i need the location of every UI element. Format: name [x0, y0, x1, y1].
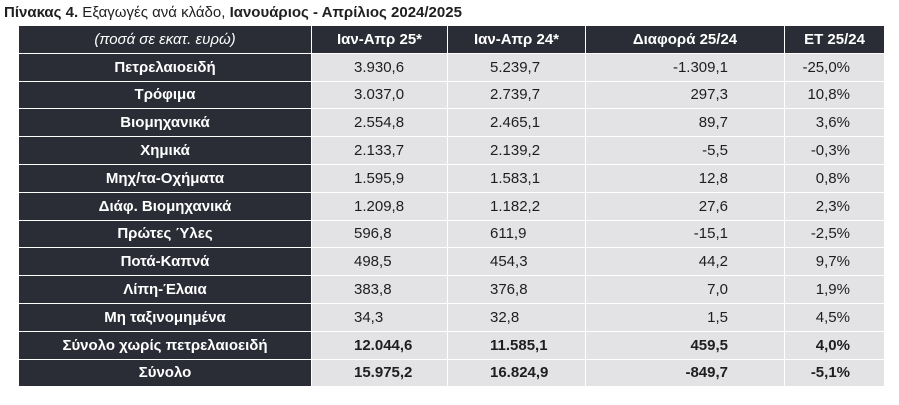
- header-change: ΕΤ 25/24: [784, 25, 885, 54]
- difference-cell: 7,0: [585, 275, 785, 304]
- change-cell: 1,9%: [784, 275, 885, 304]
- jan-apr-25-cell: 34,3: [311, 302, 448, 332]
- change-cell: 3,6%: [784, 108, 885, 138]
- difference-cell: 459,5: [585, 330, 785, 360]
- jan-apr-25-cell: 3.037,0: [311, 80, 448, 110]
- table-row: Πετρελαιοειδή 3.930,6 5.239,7 -1.309,1 -…: [18, 52, 885, 82]
- table-row: Πρώτες Ύλες 596,8 611,9 -15,1 -2,5%: [18, 219, 885, 249]
- jan-apr-24-cell: 2.739,7: [447, 80, 586, 110]
- table-row: Βιομηχανικά 2.554,8 2.465,1 89,7 3,6%: [18, 108, 885, 138]
- change-cell: -0,3%: [784, 136, 885, 165]
- jan-apr-25-cell: 3.930,6: [311, 52, 448, 82]
- change-cell: -5,1%: [784, 358, 885, 388]
- difference-cell: -5,5: [585, 136, 785, 165]
- header-jan-apr-25: Ιαν-Απρ 25*: [311, 25, 448, 54]
- jan-apr-24-cell: 2.465,1: [447, 108, 586, 138]
- jan-apr-25-cell: 596,8: [311, 219, 448, 249]
- jan-apr-25-cell: 1.595,9: [311, 163, 448, 193]
- sector-label: Μηχ/τα-Οχήματα: [18, 163, 312, 193]
- sector-label: Μη ταξινομημένα: [18, 302, 312, 332]
- table-header: (ποσά σε εκατ. ευρώ) Ιαν-Απρ 25* Ιαν-Απρ…: [18, 25, 885, 54]
- jan-apr-25-cell: 498,5: [311, 247, 448, 277]
- table-row: Χημικά 2.133,7 2.139,2 -5,5 -0,3%: [18, 136, 885, 165]
- jan-apr-25-cell: 1.209,8: [311, 191, 448, 221]
- sector-label: Πρώτες Ύλες: [18, 219, 312, 249]
- header-unit: (ποσά σε εκατ. ευρώ): [18, 25, 312, 54]
- jan-apr-24-cell: 11.585,1: [447, 330, 586, 360]
- sector-label: Ποτά-Καπνά: [18, 247, 312, 277]
- header-jan-apr-24: Ιαν-Απρ 24*: [447, 25, 586, 54]
- change-cell: 4,0%: [784, 330, 885, 360]
- jan-apr-25-cell: 2.554,8: [311, 108, 448, 138]
- table-row: Μηχ/τα-Οχήματα 1.595,9 1.583,1 12,8 0,8%: [18, 163, 885, 193]
- change-cell: -25,0%: [784, 52, 885, 82]
- table-row: Μη ταξινομημένα 34,3 32,8 1,5 4,5%: [18, 302, 885, 332]
- sector-label: Πετρελαιοειδή: [18, 52, 312, 82]
- sector-label: Τρόφιμα: [18, 80, 312, 110]
- jan-apr-24-cell: 32,8: [447, 302, 586, 332]
- header-row: (ποσά σε εκατ. ευρώ) Ιαν-Απρ 25* Ιαν-Απρ…: [18, 25, 885, 54]
- change-cell: -2,5%: [784, 219, 885, 249]
- difference-cell: 27,6: [585, 191, 785, 221]
- jan-apr-24-cell: 16.824,9: [447, 358, 586, 388]
- difference-cell: 1,5: [585, 302, 785, 332]
- jan-apr-24-cell: 2.139,2: [447, 136, 586, 165]
- table-body: Πετρελαιοειδή 3.930,6 5.239,7 -1.309,1 -…: [18, 52, 885, 388]
- difference-cell: 297,3: [585, 80, 785, 110]
- difference-cell: 12,8: [585, 163, 785, 193]
- change-cell: 0,8%: [784, 163, 885, 193]
- jan-apr-24-cell: 1.583,1: [447, 163, 586, 193]
- sector-label: Χημικά: [18, 136, 312, 165]
- table-row: Τρόφιμα 3.037,0 2.739,7 297,3 10,8%: [18, 80, 885, 110]
- total-row: Σύνολο 15.975,2 16.824,9 -849,7 -5,1%: [18, 358, 885, 388]
- change-cell: 2,3%: [784, 191, 885, 221]
- difference-cell: 89,7: [585, 108, 785, 138]
- difference-cell: 44,2: [585, 247, 785, 277]
- total-label: Σύνολο: [18, 358, 312, 388]
- sector-label: Βιομηχανικά: [18, 108, 312, 138]
- table-row: Διάφ. Βιομηχανικά 1.209,8 1.182,2 27,6 2…: [18, 191, 885, 221]
- header-difference: Διαφορά 25/24: [585, 25, 785, 54]
- table-caption: Πίνακας 4. Εξαγωγές ανά κλάδο, Ιανουάριο…: [4, 2, 462, 24]
- difference-cell: -15,1: [585, 219, 785, 249]
- jan-apr-24-cell: 454,3: [447, 247, 586, 277]
- table-row: Ποτά-Καπνά 498,5 454,3 44,2 9,7%: [18, 247, 885, 277]
- jan-apr-24-cell: 5.239,7: [447, 52, 586, 82]
- jan-apr-24-cell: 1.182,2: [447, 191, 586, 221]
- jan-apr-25-cell: 12.044,6: [311, 330, 448, 360]
- change-cell: 4,5%: [784, 302, 885, 332]
- jan-apr-25-cell: 383,8: [311, 275, 448, 304]
- jan-apr-25-cell: 2.133,7: [311, 136, 448, 165]
- caption-period: Ιανουάριος - Απρίλιος 2024/2025: [229, 4, 462, 21]
- jan-apr-24-cell: 376,8: [447, 275, 586, 304]
- jan-apr-25-cell: 15.975,2: [311, 358, 448, 388]
- exports-table: (ποσά σε εκατ. ευρώ) Ιαν-Απρ 25* Ιαν-Απρ…: [18, 25, 885, 388]
- total-label: Σύνολο χωρίς πετρελαιοειδή: [18, 330, 312, 360]
- difference-cell: -1.309,1: [585, 52, 785, 82]
- change-cell: 9,7%: [784, 247, 885, 277]
- jan-apr-24-cell: 611,9: [447, 219, 586, 249]
- table-row: Λίπη-Έλαια 383,8 376,8 7,0 1,9%: [18, 275, 885, 304]
- caption-label: Πίνακας 4.: [4, 4, 79, 21]
- difference-cell: -849,7: [585, 358, 785, 388]
- total-row-excl-petroleum: Σύνολο χωρίς πετρελαιοειδή 12.044,6 11.5…: [18, 330, 885, 360]
- sector-label: Διάφ. Βιομηχανικά: [18, 191, 312, 221]
- sector-label: Λίπη-Έλαια: [18, 275, 312, 304]
- change-cell: 10,8%: [784, 80, 885, 110]
- caption-description: Εξαγωγές ανά κλάδο,: [78, 4, 230, 21]
